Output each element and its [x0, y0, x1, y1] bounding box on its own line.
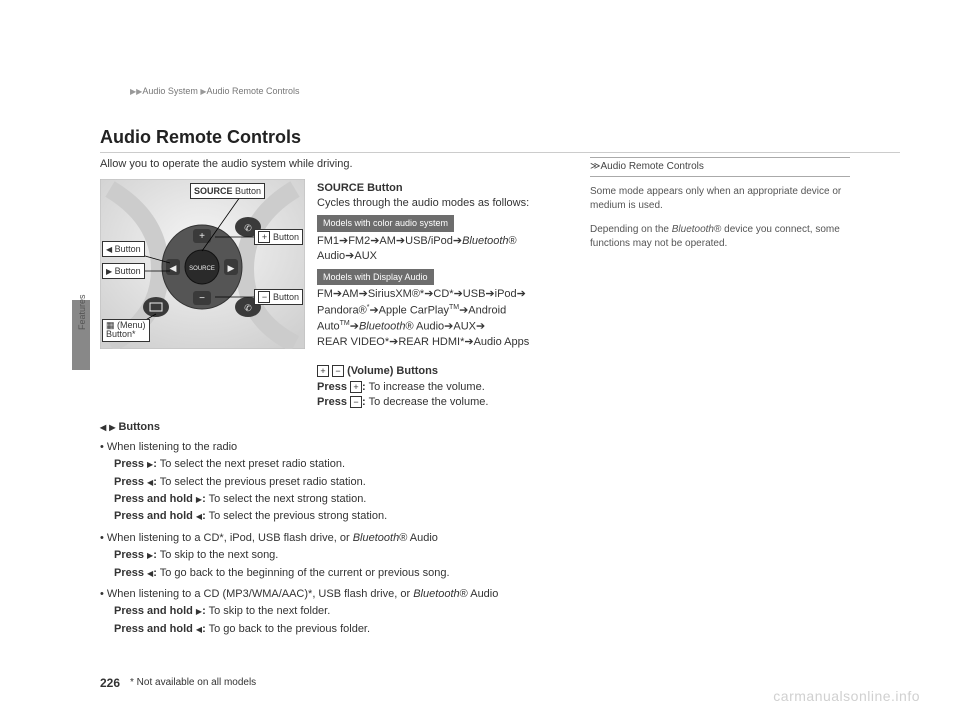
breadcrumb-b: Audio Remote Controls: [207, 86, 300, 96]
label-left: ◀ Button: [102, 241, 145, 258]
volume-heading: + − (Volume) Buttons: [317, 364, 560, 379]
sidebar-p1: Some mode appears only when an appropria…: [590, 185, 850, 213]
label-source: SOURCE SOURCE ButtonButton: [190, 183, 265, 200]
svg-text:SOURCE: SOURCE: [189, 266, 215, 272]
svg-text:▶: ▶: [228, 263, 235, 273]
page-number: 226: [100, 675, 120, 692]
nav-group-cd: When listening to a CD*, iPod, USB flash…: [100, 531, 560, 581]
badge-display-audio: Models with Display Audio: [317, 269, 434, 286]
label-menu: ▦ (Menu) Button*: [102, 319, 150, 343]
watermark: carmanualsonline.info: [773, 687, 920, 707]
badge-color-audio: Models with color audio system: [317, 215, 454, 232]
svg-text:◀: ◀: [170, 263, 177, 273]
svg-text:+: +: [199, 231, 205, 242]
nav-heading: ◀ ▶ Buttons: [100, 420, 560, 435]
sidebar-p2: Depending on the Bluetooth® device you c…: [590, 223, 850, 251]
svg-text:✆: ✆: [244, 223, 252, 233]
sidebar-heading: ≫Audio Remote Controls: [590, 157, 850, 177]
page-title: Audio Remote Controls: [100, 125, 900, 153]
vol-plus: Press +: To increase the volume.: [317, 380, 560, 395]
intro-text: Allow you to operate the audio system wh…: [100, 157, 560, 172]
svg-text:✆: ✆: [244, 303, 252, 313]
chain2: FM➔AM➔SiriusXM®*➔CD*➔USB➔iPod➔ Pandora®*…: [317, 287, 560, 350]
svg-text:−: −: [199, 293, 205, 304]
label-minus: − Button: [254, 289, 303, 306]
breadcrumb-a: Audio System: [142, 86, 198, 96]
nav-group-mp3: When listening to a CD (MP3/WMA/AAC)*, U…: [100, 587, 560, 637]
nav-group-radio: When listening to the radio Press ▶: To …: [100, 440, 560, 525]
label-plus: + Button: [254, 229, 303, 246]
source-desc: Cycles through the audio modes as follow…: [317, 196, 560, 211]
steering-diagram: SOURCE + − ◀ ▶: [100, 179, 305, 349]
breadcrumb: ▶▶Audio System ▶Audio Remote Controls: [130, 85, 300, 98]
vol-minus: Press −: To decrease the volume.: [317, 395, 560, 410]
label-right: ▶ Button: [102, 263, 145, 280]
chain1: FM1➔FM2➔AM➔USB/iPod➔Bluetooth® Audio➔AUX: [317, 234, 560, 265]
source-heading: SOURCE Button: [317, 181, 560, 196]
footnote: * Not available on all models: [130, 676, 256, 690]
